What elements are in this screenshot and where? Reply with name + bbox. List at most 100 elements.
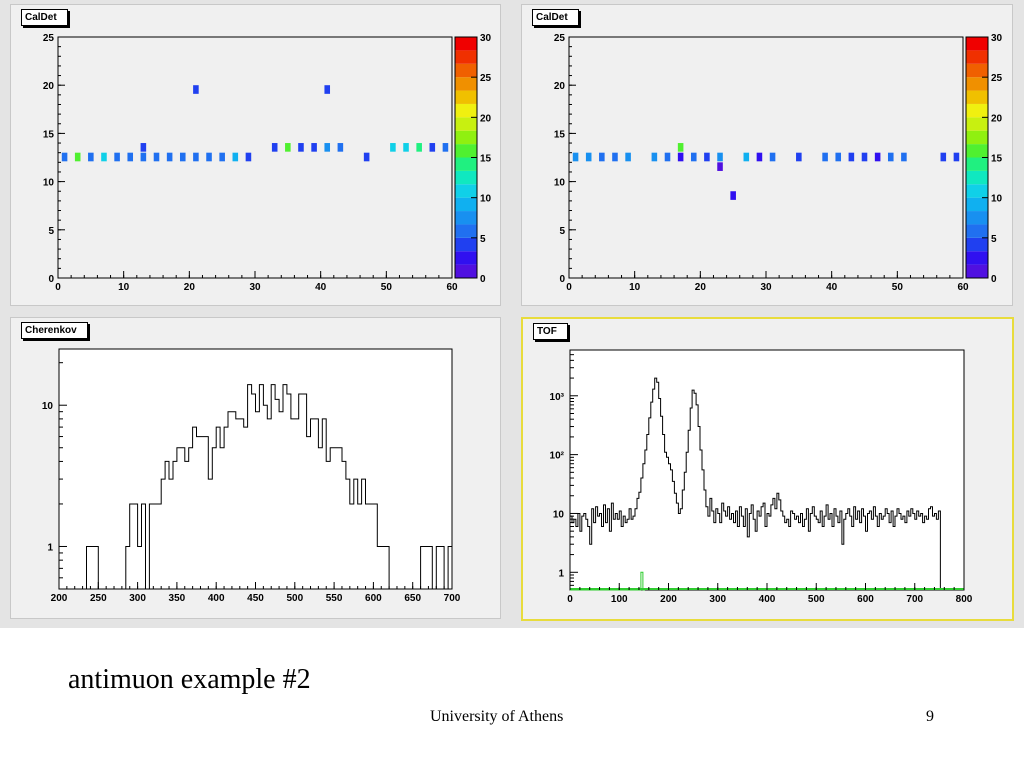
z-palette-step-1 [966,251,988,265]
heatmap-cell-12 [193,85,199,94]
z-palette-step-6 [966,184,988,198]
z-palette-step-3 [966,224,988,238]
y-tick-label-5: 25 [43,33,55,44]
heatmap-cell-23 [337,143,344,152]
x-tick-label-4: 40 [315,282,327,293]
x-tick-label-3: 30 [760,282,772,293]
z-palette-step-1 [455,251,477,265]
pad-title-cherenkov: Cherenkov [21,322,88,339]
x-tick-label-0: 200 [51,593,68,604]
pad-cherenkov[interactable]: 200 250 300 350 400 450 500 550 600 650 700 1 10 Che… [10,317,501,619]
x-tick-label-1: 10 [118,282,130,293]
heatmap-cell-25 [940,152,947,162]
heatmap-cell-7 [677,152,684,162]
footer-organization: University of Athens [430,708,564,725]
heatmap-cell-22 [324,85,331,94]
heatmap-cell-24 [901,152,907,162]
x-tick-label-4: 40 [826,282,838,293]
z-tick-label-0: 0 [991,274,997,285]
x-tick-label-6: 60 [957,282,969,293]
heatmap-cell-26 [953,152,960,162]
heatmap-cell-21 [324,143,331,152]
heatmap-cell-24 [363,152,370,162]
heatmap-cell-3 [612,152,618,162]
x-tick-label-2: 200 [660,594,677,605]
pad-caldet-1[interactable]: 0 10 20 30 40 50 60 0 5 10 15 20 25 0 5 10 15 20 25 30 CalD… [10,4,501,306]
y-tick-label-4: 20 [554,81,566,92]
x-tick-label-5: 50 [381,282,393,293]
heatmap-cell-10 [704,152,710,162]
y-tick-label-2: 10² [550,451,565,462]
x-tick-label-8: 800 [956,594,973,605]
z-tick-label-4: 20 [991,113,1003,124]
z-palette-step-5 [966,197,988,212]
caldet-1-plot: 0 10 20 30 40 50 60 0 5 10 15 20 25 0 5 10 15 20 25 30 [43,33,492,293]
z-tick-label-5: 25 [480,73,492,84]
z-palette-step-11 [455,117,477,131]
caldet-2-plot: 0 10 20 30 40 50 60 0 5 10 15 20 25 0 5 10 15 20 25 30 [554,33,1003,293]
z-palette-step-2 [966,237,988,252]
root-canvas: 0 10 20 30 40 50 60 0 5 10 15 20 25 0 5 10 15 20 25 30 CalD… [0,0,1024,628]
y-tick-label-0: 0 [559,274,565,285]
z-palette-step-9 [966,144,988,158]
x-tick-label-3: 30 [249,282,261,293]
y-tick-label-0: 1 [47,542,53,553]
x-tick-label-3: 350 [169,593,186,604]
heatmap-cell-29 [442,143,449,152]
y-tick-label-2: 10 [43,178,55,189]
histogram-series-0 [569,377,941,591]
slide-caption: antimuon example #2 [68,664,311,695]
pad-tof[interactable]: 0 100 200 300 400 500 600 700 800 1 10 10² 10³ TOF [521,317,1014,621]
heatmap-cell-4 [625,152,631,162]
heatmap-cell-13 [206,152,212,162]
heatmap-cell-11 [193,152,199,162]
x-tick-label-1: 250 [90,593,107,604]
x-tick-label-8: 600 [365,593,382,604]
y-tick-label-0: 0 [48,274,54,285]
plot-frame [58,348,453,590]
heatmap-cell-20 [848,152,855,162]
x-tick-label-0: 0 [55,282,61,293]
z-palette-step-8 [455,157,477,171]
x-tick-label-2: 20 [184,282,196,293]
heatmap-cell-4 [114,152,120,162]
heatmap-cell-23 [887,152,894,162]
z-palette-step-6 [455,184,477,198]
heatmap-cell-9 [690,152,697,162]
x-tick-label-1: 10 [629,282,641,293]
x-tick-label-7: 550 [326,593,343,604]
heatmap-cell-13 [730,191,736,200]
z-palette-step-15 [455,63,477,78]
heatmap-cell-18 [822,152,828,162]
heatmap-cell-16 [769,152,776,162]
heatmap-cell-18 [285,143,291,152]
x-tick-label-5: 50 [892,282,904,293]
y-tick-label-3: 15 [43,129,55,140]
x-tick-label-3: 300 [709,594,726,605]
z-palette-step-17 [966,37,988,51]
heatmap-cell-5 [127,152,134,162]
x-tick-label-6: 600 [857,594,874,605]
x-tick-label-6: 500 [286,593,303,604]
heatmap-cell-12 [717,162,723,171]
y-tick-label-4: 20 [43,81,55,92]
z-palette-step-10 [966,130,988,145]
heatmap-cell-0 [572,152,579,162]
heatmap-cell-2 [599,152,605,162]
z-palette-step-17 [455,37,477,51]
z-palette-step-16 [966,50,988,64]
plot-frame [568,36,964,279]
z-palette-step-7 [455,170,477,185]
heatmap-cell-6 [664,152,671,162]
z-palette-step-8 [966,157,988,171]
pad-title-caldet-2: CalDet [532,9,579,26]
z-palette-step-13 [966,90,988,104]
z-tick-label-3: 15 [480,154,492,165]
heatmap-cell-16 [245,152,252,162]
heatmap-cell-19 [298,143,304,152]
heatmap-cell-6 [140,152,147,162]
z-palette-step-10 [455,130,477,145]
pad-title-caldet-1: CalDet [21,9,68,26]
heatmap-cell-9 [166,152,173,162]
pad-caldet-2[interactable]: 0 10 20 30 40 50 60 0 5 10 15 20 25 0 5 10 15 20 25 30 CalD… [521,4,1013,306]
